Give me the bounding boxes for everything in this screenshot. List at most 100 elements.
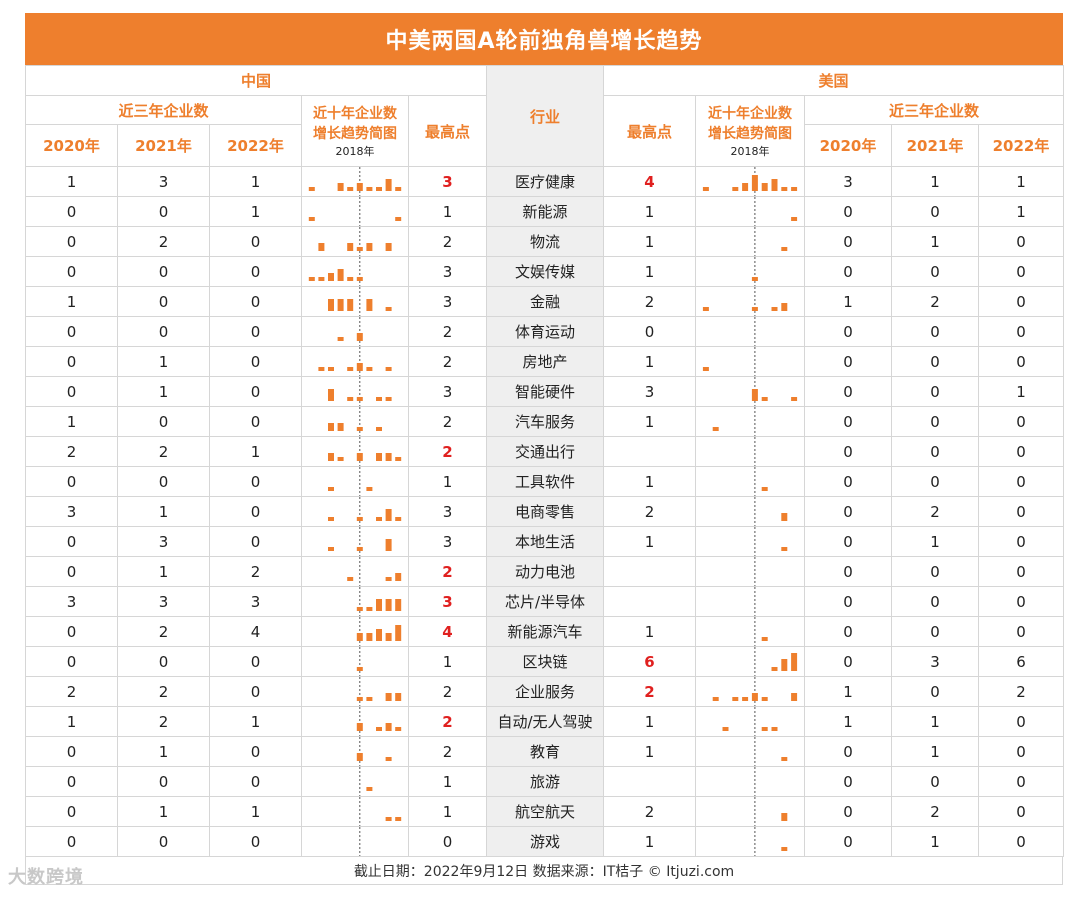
cn-2021-count: 0 (117, 286, 210, 317)
cn-2021-count: 2 (117, 676, 210, 707)
us-2020-count: 1 (804, 286, 892, 317)
table-row: 0 1 2 2 动力电池 0 0 0 (25, 556, 1064, 587)
trend-bar (376, 599, 382, 611)
us-2022-count: 0 (978, 526, 1064, 557)
cn-2020-count: 0 (25, 616, 118, 647)
table-row: 3 3 3 3 芯片/半导体 0 0 0 (25, 586, 1064, 617)
comparison-table: 中国 行业 美国 近三年企业数 近十年企业数 增长趋势简图 2018年 最高点 … (25, 65, 1064, 857)
trend-bar (337, 457, 344, 461)
cn-trend-sparkline (301, 826, 409, 857)
us-peak-value: 1 (603, 256, 696, 287)
trend-bar (356, 333, 363, 341)
trend-bar (356, 633, 363, 641)
trend-bar (356, 397, 363, 401)
trend-bar (385, 693, 392, 701)
cn-peak-value: 2 (408, 736, 487, 767)
us-peak-value: 3 (603, 376, 696, 407)
cn-trend-sparkline (301, 406, 409, 437)
trend-bar (347, 277, 354, 281)
cn-2021-count: 0 (117, 766, 210, 797)
trend-bar (366, 697, 373, 701)
cn-2021-count: 1 (117, 376, 210, 407)
page-title: 中美两国A轮前独角兽增长趋势 (25, 13, 1063, 65)
cn-2021-count: 2 (117, 706, 210, 737)
cn-2022-count: 1 (209, 196, 302, 227)
table-row: 3 1 0 3 电商零售 2 0 2 0 (25, 496, 1064, 527)
cn-2022-count: 0 (209, 736, 302, 767)
china-header: 中国 (25, 65, 487, 96)
us-peak-value: 2 (603, 496, 696, 527)
us-2022-count: 0 (978, 706, 1064, 737)
us-trend-sparkline (695, 346, 805, 377)
trend-bar (356, 183, 363, 191)
us-peak-value: 2 (603, 286, 696, 317)
trend-bar (385, 539, 392, 551)
industry-name: 区块链 (486, 646, 604, 677)
cn-2021-count: 1 (117, 496, 210, 527)
trend-bar (791, 693, 798, 701)
usa-header: 美国 (603, 65, 1064, 96)
table-row: 1 0 0 3 金融 2 1 2 0 (25, 286, 1064, 317)
cn-peak-value: 4 (408, 616, 487, 647)
trend-bar (395, 817, 402, 821)
us-peak-value: 1 (603, 826, 696, 857)
cn-trend-chart (337, 317, 363, 346)
us-2021-count: 2 (891, 286, 979, 317)
cn-2020-count: 0 (25, 526, 118, 557)
industry-name: 旅游 (486, 766, 604, 797)
us-2022-count: 0 (978, 256, 1064, 287)
us-trend-chart (712, 407, 756, 436)
us-trend-sparkline (695, 796, 805, 827)
trend-bar (751, 693, 758, 701)
us-2020-count: 0 (804, 346, 892, 377)
trend-bar (395, 625, 402, 641)
cn-trend-sparkline (301, 466, 409, 497)
us-2022-count: 1 (978, 376, 1064, 407)
table-row: 1 0 0 2 汽车服务 1 0 0 0 (25, 406, 1064, 437)
cn-2021-count: 0 (117, 316, 210, 347)
trend-bar (318, 277, 325, 281)
table-row: 0 1 1 1 航空航天 2 0 2 0 (25, 796, 1064, 827)
us-trend-chart (754, 527, 788, 556)
trend-bar (376, 517, 382, 521)
us-trend-chart (754, 737, 788, 766)
trend-bar (376, 187, 382, 191)
us-2022-count: 0 (978, 616, 1064, 647)
trend-bar (751, 307, 758, 311)
us-2021-count: 0 (891, 586, 979, 617)
industry-name: 工具软件 (486, 466, 604, 497)
us-peak-value: 1 (603, 526, 696, 557)
us-2020-count: 0 (804, 526, 892, 557)
us-trend-sparkline (695, 526, 805, 557)
cn-2022-count: 0 (209, 286, 302, 317)
cn-trend-sparkline (301, 376, 409, 407)
trend-bar (781, 547, 788, 551)
trend-bar (385, 453, 392, 461)
trend-bar (761, 183, 768, 191)
us-2021-count: 2 (891, 796, 979, 827)
trend-bar (356, 517, 363, 521)
us-2022-count: 0 (978, 286, 1064, 317)
us-peak-value: 1 (603, 466, 696, 497)
cn-trend-chart (328, 377, 392, 406)
us-2020-count: 0 (804, 796, 892, 827)
cn-2021-count: 0 (117, 466, 210, 497)
us-trend-chart (751, 257, 758, 286)
trend-bar (732, 187, 739, 191)
trend-bar (337, 337, 344, 341)
cn-2020-count: 0 (25, 346, 118, 377)
trend-bar (328, 517, 334, 521)
us-2021-count: 0 (891, 196, 979, 227)
us-peak-value: 1 (603, 706, 696, 737)
trend-bar (356, 607, 363, 611)
us-trend-sparkline (695, 586, 805, 617)
us-recent-three-header: 近三年企业数 (804, 95, 1064, 125)
industry-name: 物流 (486, 226, 604, 257)
us-trend-chart (754, 557, 756, 586)
us-2021-count: 0 (891, 406, 979, 437)
us-peak-value: 1 (603, 736, 696, 767)
cn-year-2021: 2021年 (117, 124, 210, 167)
us-2021-count: 0 (891, 616, 979, 647)
us-2020-count: 0 (804, 586, 892, 617)
us-trend-sparkline (695, 316, 805, 347)
